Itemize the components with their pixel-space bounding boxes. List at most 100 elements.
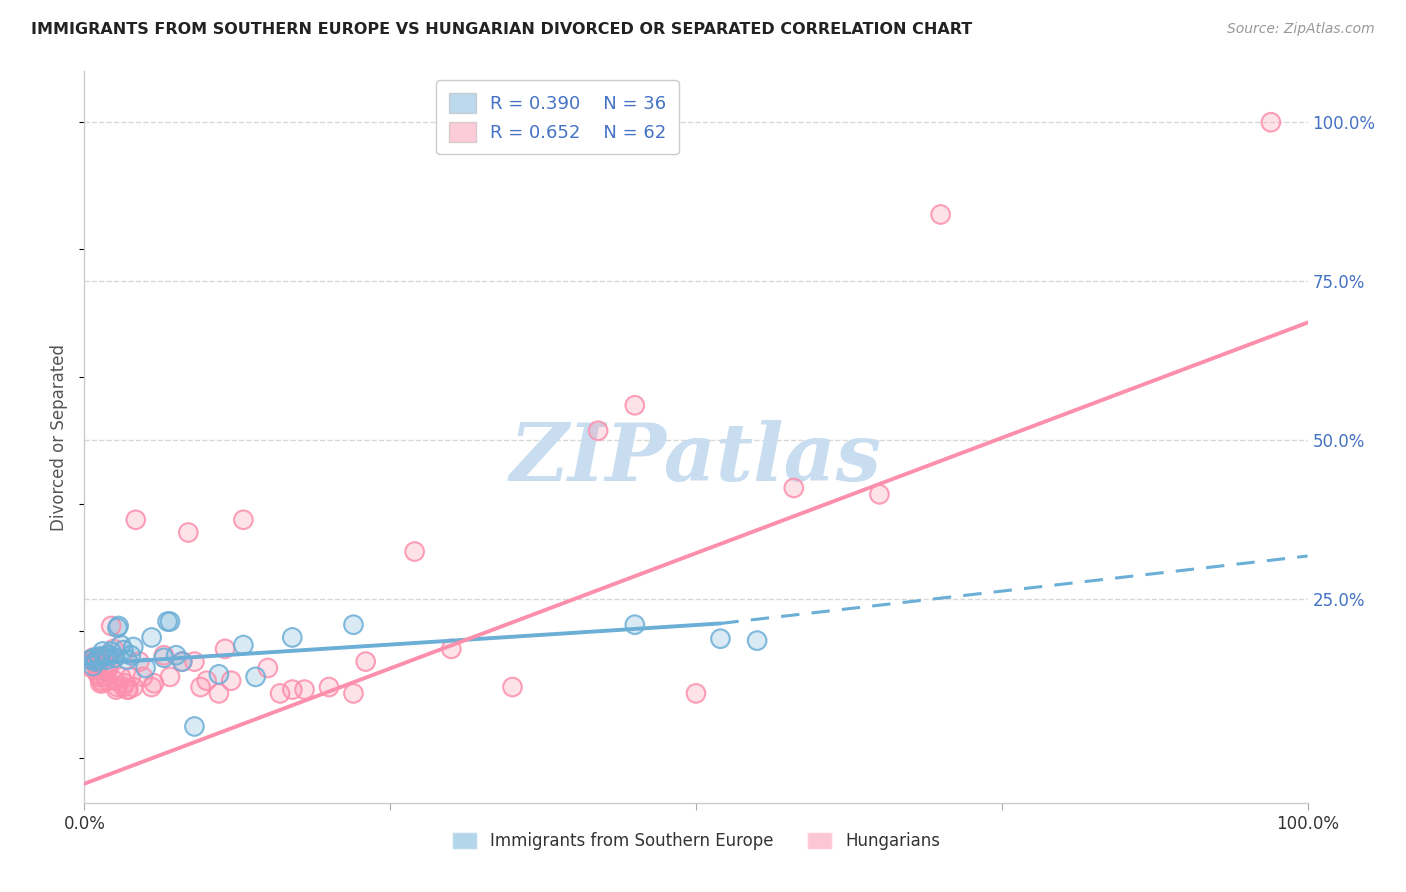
Point	[709, 632, 731, 646]
Point	[117, 682, 139, 697]
Point	[685, 686, 707, 700]
Point	[100, 644, 122, 658]
Point	[97, 661, 120, 675]
Point	[84, 653, 107, 667]
Point	[172, 655, 194, 669]
Point	[97, 661, 120, 675]
Point	[93, 664, 115, 678]
Point	[141, 631, 163, 645]
Point	[128, 655, 150, 669]
Point	[89, 676, 111, 690]
Point	[77, 657, 100, 672]
Point	[105, 621, 128, 635]
Point	[83, 650, 105, 665]
Point	[104, 673, 127, 688]
Point	[245, 670, 267, 684]
Point	[107, 619, 129, 633]
Point	[294, 682, 316, 697]
Point	[172, 655, 194, 669]
Point	[82, 650, 104, 665]
Point	[342, 617, 364, 632]
Point	[281, 631, 304, 645]
Point	[183, 719, 205, 733]
Point	[114, 676, 136, 690]
Point	[103, 641, 125, 656]
Point	[709, 632, 731, 646]
Point	[143, 676, 166, 690]
Point	[120, 670, 142, 684]
Point	[105, 680, 128, 694]
Point	[105, 682, 128, 697]
Point	[281, 682, 304, 697]
Point	[502, 680, 524, 694]
Point	[103, 641, 125, 656]
Point	[869, 487, 891, 501]
Point	[115, 653, 138, 667]
Point	[94, 670, 117, 684]
Point	[177, 525, 200, 540]
Point	[132, 670, 155, 684]
Point	[104, 650, 127, 665]
Point	[586, 424, 609, 438]
Point	[214, 641, 236, 656]
Point	[107, 619, 129, 633]
Point	[404, 544, 426, 558]
Point	[281, 631, 304, 645]
Point	[318, 680, 340, 694]
Point	[120, 648, 142, 663]
Point	[86, 653, 108, 667]
Point	[159, 670, 181, 684]
Point	[87, 649, 110, 664]
Point	[342, 617, 364, 632]
Point	[214, 641, 236, 656]
Point	[165, 648, 187, 663]
Point	[624, 398, 647, 412]
Point	[93, 649, 115, 664]
Point	[354, 655, 377, 669]
Point	[219, 673, 242, 688]
Point	[97, 673, 120, 688]
Point	[87, 670, 110, 684]
Point	[183, 719, 205, 733]
Point	[122, 680, 145, 694]
Point	[159, 615, 181, 629]
Point	[110, 638, 132, 652]
Point	[97, 648, 120, 663]
Point	[83, 655, 105, 669]
Point	[89, 653, 111, 667]
Point	[87, 667, 110, 681]
Point	[104, 673, 127, 688]
Point	[96, 664, 118, 678]
Point	[89, 653, 111, 667]
Point	[783, 481, 806, 495]
Point	[165, 648, 187, 663]
Point	[97, 648, 120, 663]
Point	[257, 661, 280, 675]
Point	[96, 653, 118, 667]
Point	[135, 661, 157, 675]
Point	[79, 653, 101, 667]
Point	[104, 650, 127, 665]
Point	[153, 648, 176, 663]
Point	[195, 673, 218, 688]
Point	[929, 207, 952, 221]
Point	[135, 661, 157, 675]
Point	[122, 680, 145, 694]
Point	[624, 617, 647, 632]
Point	[117, 682, 139, 697]
Point	[100, 619, 122, 633]
Point	[502, 680, 524, 694]
Point	[342, 686, 364, 700]
Point	[929, 207, 952, 221]
Point	[269, 686, 291, 700]
Text: ZIPatlas: ZIPatlas	[510, 420, 882, 498]
Point	[90, 673, 112, 688]
Point	[122, 640, 145, 654]
Point	[91, 644, 114, 658]
Point	[91, 644, 114, 658]
Point	[114, 676, 136, 690]
Point	[87, 649, 110, 664]
Point	[281, 682, 304, 697]
Point	[105, 682, 128, 697]
Point	[232, 638, 254, 652]
